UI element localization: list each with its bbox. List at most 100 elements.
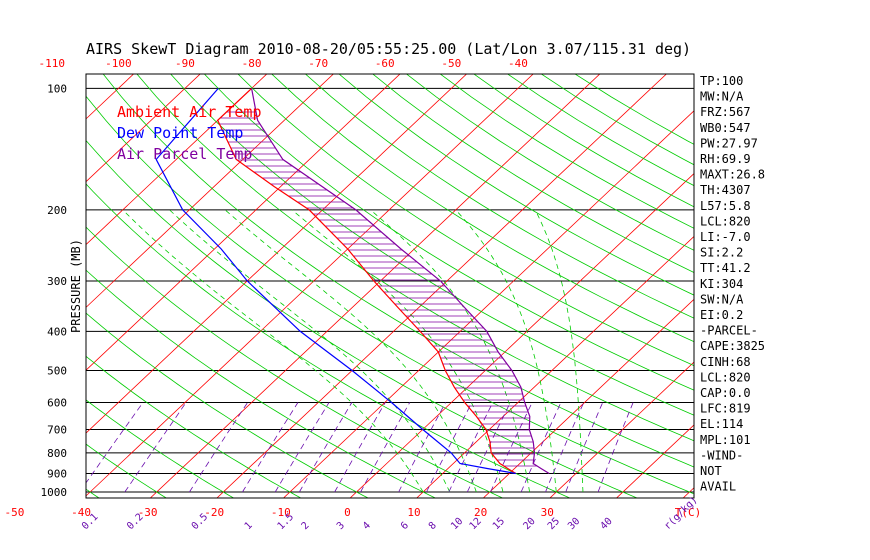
dry-adiabat-line <box>86 95 694 495</box>
top-temp-tick-label: -50 <box>441 57 461 70</box>
top-temp-tick-label: -100 <box>105 57 132 70</box>
mixing-ratio-label: 10 <box>449 516 465 532</box>
bottom-temp-tick-label: 10 <box>407 506 420 519</box>
dry-adiabat-line <box>102 74 694 468</box>
isotherm-line <box>549 361 694 498</box>
dry-adiabat-line <box>86 226 504 498</box>
plot-frame <box>85 73 695 499</box>
pressure-tick-label: 200 <box>47 204 67 217</box>
isotherm-line <box>615 424 694 498</box>
index-label: L57:5.8 <box>700 199 751 213</box>
top-temp-tick-label: -80 <box>242 57 262 70</box>
pressure-tick-label: 800 <box>47 447 67 460</box>
legend-entry: Ambient Air Temp <box>117 103 262 121</box>
mixing-ratio-label: 6 <box>399 520 411 532</box>
dry-adiabat-line <box>136 74 694 442</box>
isotherm-line <box>149 74 601 498</box>
isotherm-line <box>216 74 667 498</box>
dry-adiabat-line <box>86 355 302 498</box>
mixing-ratio-line <box>597 402 634 493</box>
mixing-ratio-line <box>274 402 330 493</box>
index-label: -WIND- <box>700 448 743 462</box>
dry-adiabat-line <box>338 74 694 296</box>
bottom-temp-tick-label: -20 <box>204 506 224 519</box>
index-label: EL:114 <box>700 417 743 431</box>
mixing-ratio-line <box>124 402 187 493</box>
mixing-ratio-label: 3 <box>335 520 347 532</box>
dry-adiabat-line <box>506 74 694 187</box>
index-label: LCL:820 <box>700 214 751 228</box>
pressure-tick-label: 500 <box>47 364 67 377</box>
mixing-ratio-line <box>490 402 533 493</box>
pressure-tick-label: 900 <box>47 468 67 481</box>
pressure-tick-label: 400 <box>47 325 67 338</box>
bottom-temp-tick-label: 20 <box>474 506 487 519</box>
dry-adiabat-line <box>237 74 694 367</box>
mixing-ratio-line <box>545 402 585 493</box>
isotherm-line <box>349 173 694 498</box>
bottom-temp-tick-label: 30 <box>541 506 554 519</box>
index-label: WB0:547 <box>700 121 751 135</box>
index-label: CINH:68 <box>700 355 751 369</box>
mixing-ratio-line <box>520 402 562 493</box>
moist-adiabat-line <box>169 209 451 493</box>
dry-adiabat-line <box>372 74 694 273</box>
dry-adiabat-line <box>86 399 235 498</box>
moist-adiabat-line <box>455 209 557 493</box>
moist-adiabat-line <box>122 209 424 493</box>
index-label: EI:0.2 <box>700 308 743 322</box>
moist-adiabat-line <box>534 209 584 492</box>
bottom-temp-tick-label: -10 <box>271 506 291 519</box>
dew-point-temp-line <box>155 88 517 475</box>
mixing-ratio-line <box>360 402 411 493</box>
pressure-tick-label: 300 <box>47 275 67 288</box>
dry-adiabat-line <box>271 74 694 343</box>
index-label: MPL:101 <box>700 433 751 447</box>
legend-entry: Dew Point Temp <box>117 124 243 142</box>
bottom-temp-tick-label: -40 <box>71 506 91 519</box>
mixing-ratio-label: 8 <box>427 520 439 532</box>
dry-adiabat-line <box>86 269 437 498</box>
index-label: SI:2.2 <box>700 246 743 260</box>
index-label: PW:27.97 <box>700 136 758 150</box>
air-parcel-temp-line <box>251 88 550 475</box>
dry-adiabat-line <box>86 443 168 498</box>
dry-adiabat-line <box>405 74 694 251</box>
isotherm-line <box>86 74 534 497</box>
mixing-ratio-line <box>466 402 511 493</box>
chart-title: AIRS SkewT Diagram 2010-08-20/05:55:25.0… <box>86 40 691 58</box>
index-label: TT:41.2 <box>700 261 751 275</box>
mixing-ratio-line <box>448 402 494 493</box>
mixing-ratio-line <box>565 402 604 493</box>
pressure-tick-label: 100 <box>47 82 67 95</box>
legend-entry: Air Parcel Temp <box>117 145 252 163</box>
index-label: LI:-7.0 <box>700 230 751 244</box>
top-temp-tick-label: -40 <box>508 57 528 70</box>
index-label: RH:69.9 <box>700 152 751 166</box>
pressure-tick-label: 1000 <box>41 486 68 499</box>
mixing-ratio-line <box>426 402 473 493</box>
mixing-ratio-line <box>242 402 299 493</box>
index-label: CAPE:3825 <box>700 339 765 353</box>
mixing-ratio-label: 4 <box>361 520 373 532</box>
index-label: NOT <box>700 464 722 478</box>
bottom-temp-tick-label: -30 <box>138 506 158 519</box>
top-temp-tick-label: -90 <box>175 57 195 70</box>
dry-adiabat-line <box>203 74 694 391</box>
mixing-ratio-line <box>334 402 386 493</box>
y-axis-label: PRESSURE (MB) <box>69 239 83 333</box>
x-axis-label: T(C) <box>675 506 702 519</box>
isotherm-line <box>416 235 694 498</box>
mixing-ratio-label: 15 <box>491 516 507 532</box>
mixing-ratio-line <box>398 402 446 493</box>
isotherm-line <box>282 110 694 498</box>
index-label: TH:4307 <box>700 183 751 197</box>
ambient-air-temp-line <box>216 87 517 475</box>
bottom-temp-tick-label: 0 <box>344 506 351 519</box>
dry-adiabat-line <box>304 74 694 319</box>
index-label: KI:304 <box>700 277 743 291</box>
isotherm-line <box>482 298 694 498</box>
isotherm-line <box>86 74 401 371</box>
isotherm-line <box>86 74 468 434</box>
